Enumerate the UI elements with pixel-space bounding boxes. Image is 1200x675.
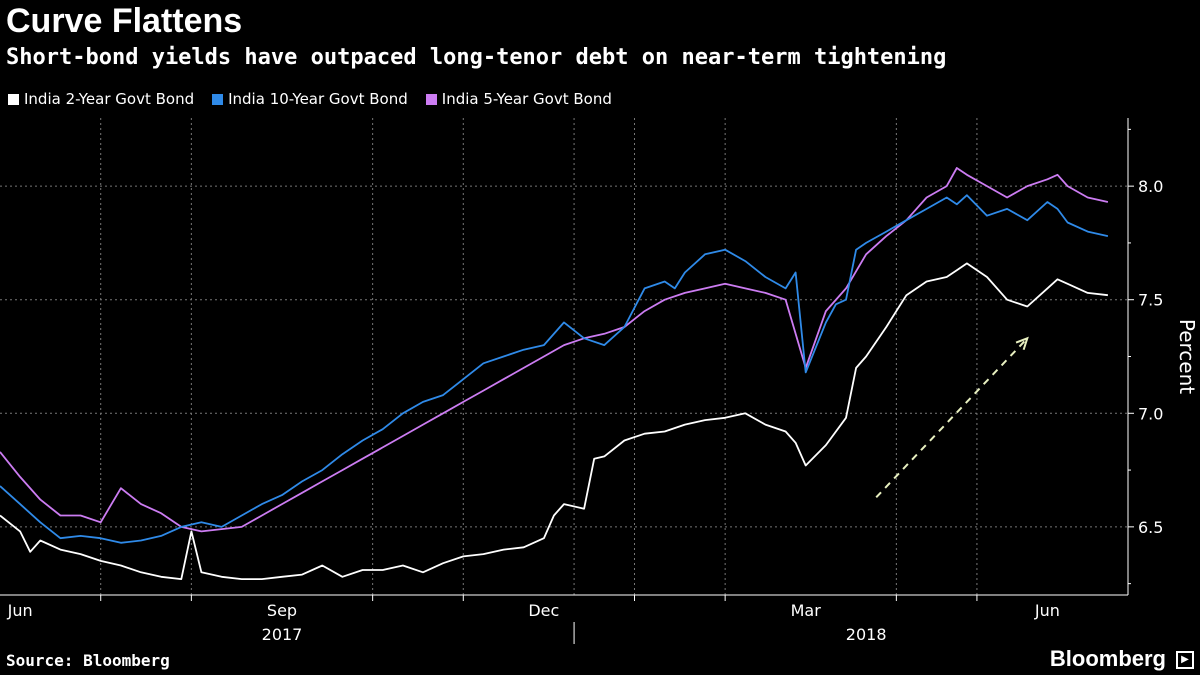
bloomberg-logo: Bloomberg <box>1049 646 1166 671</box>
series-line-2y <box>0 262 1109 580</box>
year-label: 2018 <box>846 625 887 644</box>
trend-arrow-head <box>1015 336 1029 351</box>
x-tick-label: Dec <box>528 601 559 620</box>
legend-swatch-2y <box>8 93 19 105</box>
legend-swatch-5y <box>425 93 437 105</box>
legend-item-10y: India 10-Year Govt Bond <box>212 90 408 108</box>
terminal-icon: ▶ <box>1176 651 1194 669</box>
chart-title: Curve Flattens <box>6 2 243 40</box>
legend-item-2y: India 2-Year Govt Bond <box>8 90 194 108</box>
year-label: 2017 <box>262 625 303 644</box>
legend-swatch-10y <box>212 93 224 105</box>
y-tick-label: 7.5 <box>1138 291 1163 310</box>
legend-label-2y: India 2-Year Govt Bond <box>24 90 195 108</box>
y-axis-label: Percent <box>1175 319 1199 394</box>
legend-label-10y: India 10-Year Govt Bond <box>228 90 408 108</box>
source-note: Source: Bloomberg <box>6 651 170 670</box>
series-line-10y <box>0 194 1109 544</box>
x-tick-label: Jun <box>7 601 33 620</box>
x-tick-label: Jun <box>1034 601 1060 620</box>
annotations <box>875 336 1029 499</box>
series-line-5y <box>0 167 1109 533</box>
legend-item-5y: India 5-Year Govt Bond <box>425 90 612 108</box>
x-tick-label: Sep <box>267 601 297 620</box>
y-tick-label: 6.5 <box>1138 518 1163 537</box>
x-tick-label: Mar <box>791 601 822 620</box>
grid <box>0 118 1128 595</box>
legend-label-5y: India 5-Year Govt Bond <box>441 90 612 108</box>
trend-arrow-line <box>875 337 1029 499</box>
legend: India 2-Year Govt Bond India 10-Year Gov… <box>8 90 612 108</box>
axes: 6.5 7.0 7.5 8.0 Jun Sep Dec Mar Jun 2017 2018 Perce… <box>0 118 1199 644</box>
y-tick-label: 7.0 <box>1138 404 1163 423</box>
series <box>0 167 1109 580</box>
chart-subtitle: Short-bond yields have outpaced long-ten… <box>6 45 947 70</box>
y-tick-label: 8.0 <box>1138 177 1163 196</box>
